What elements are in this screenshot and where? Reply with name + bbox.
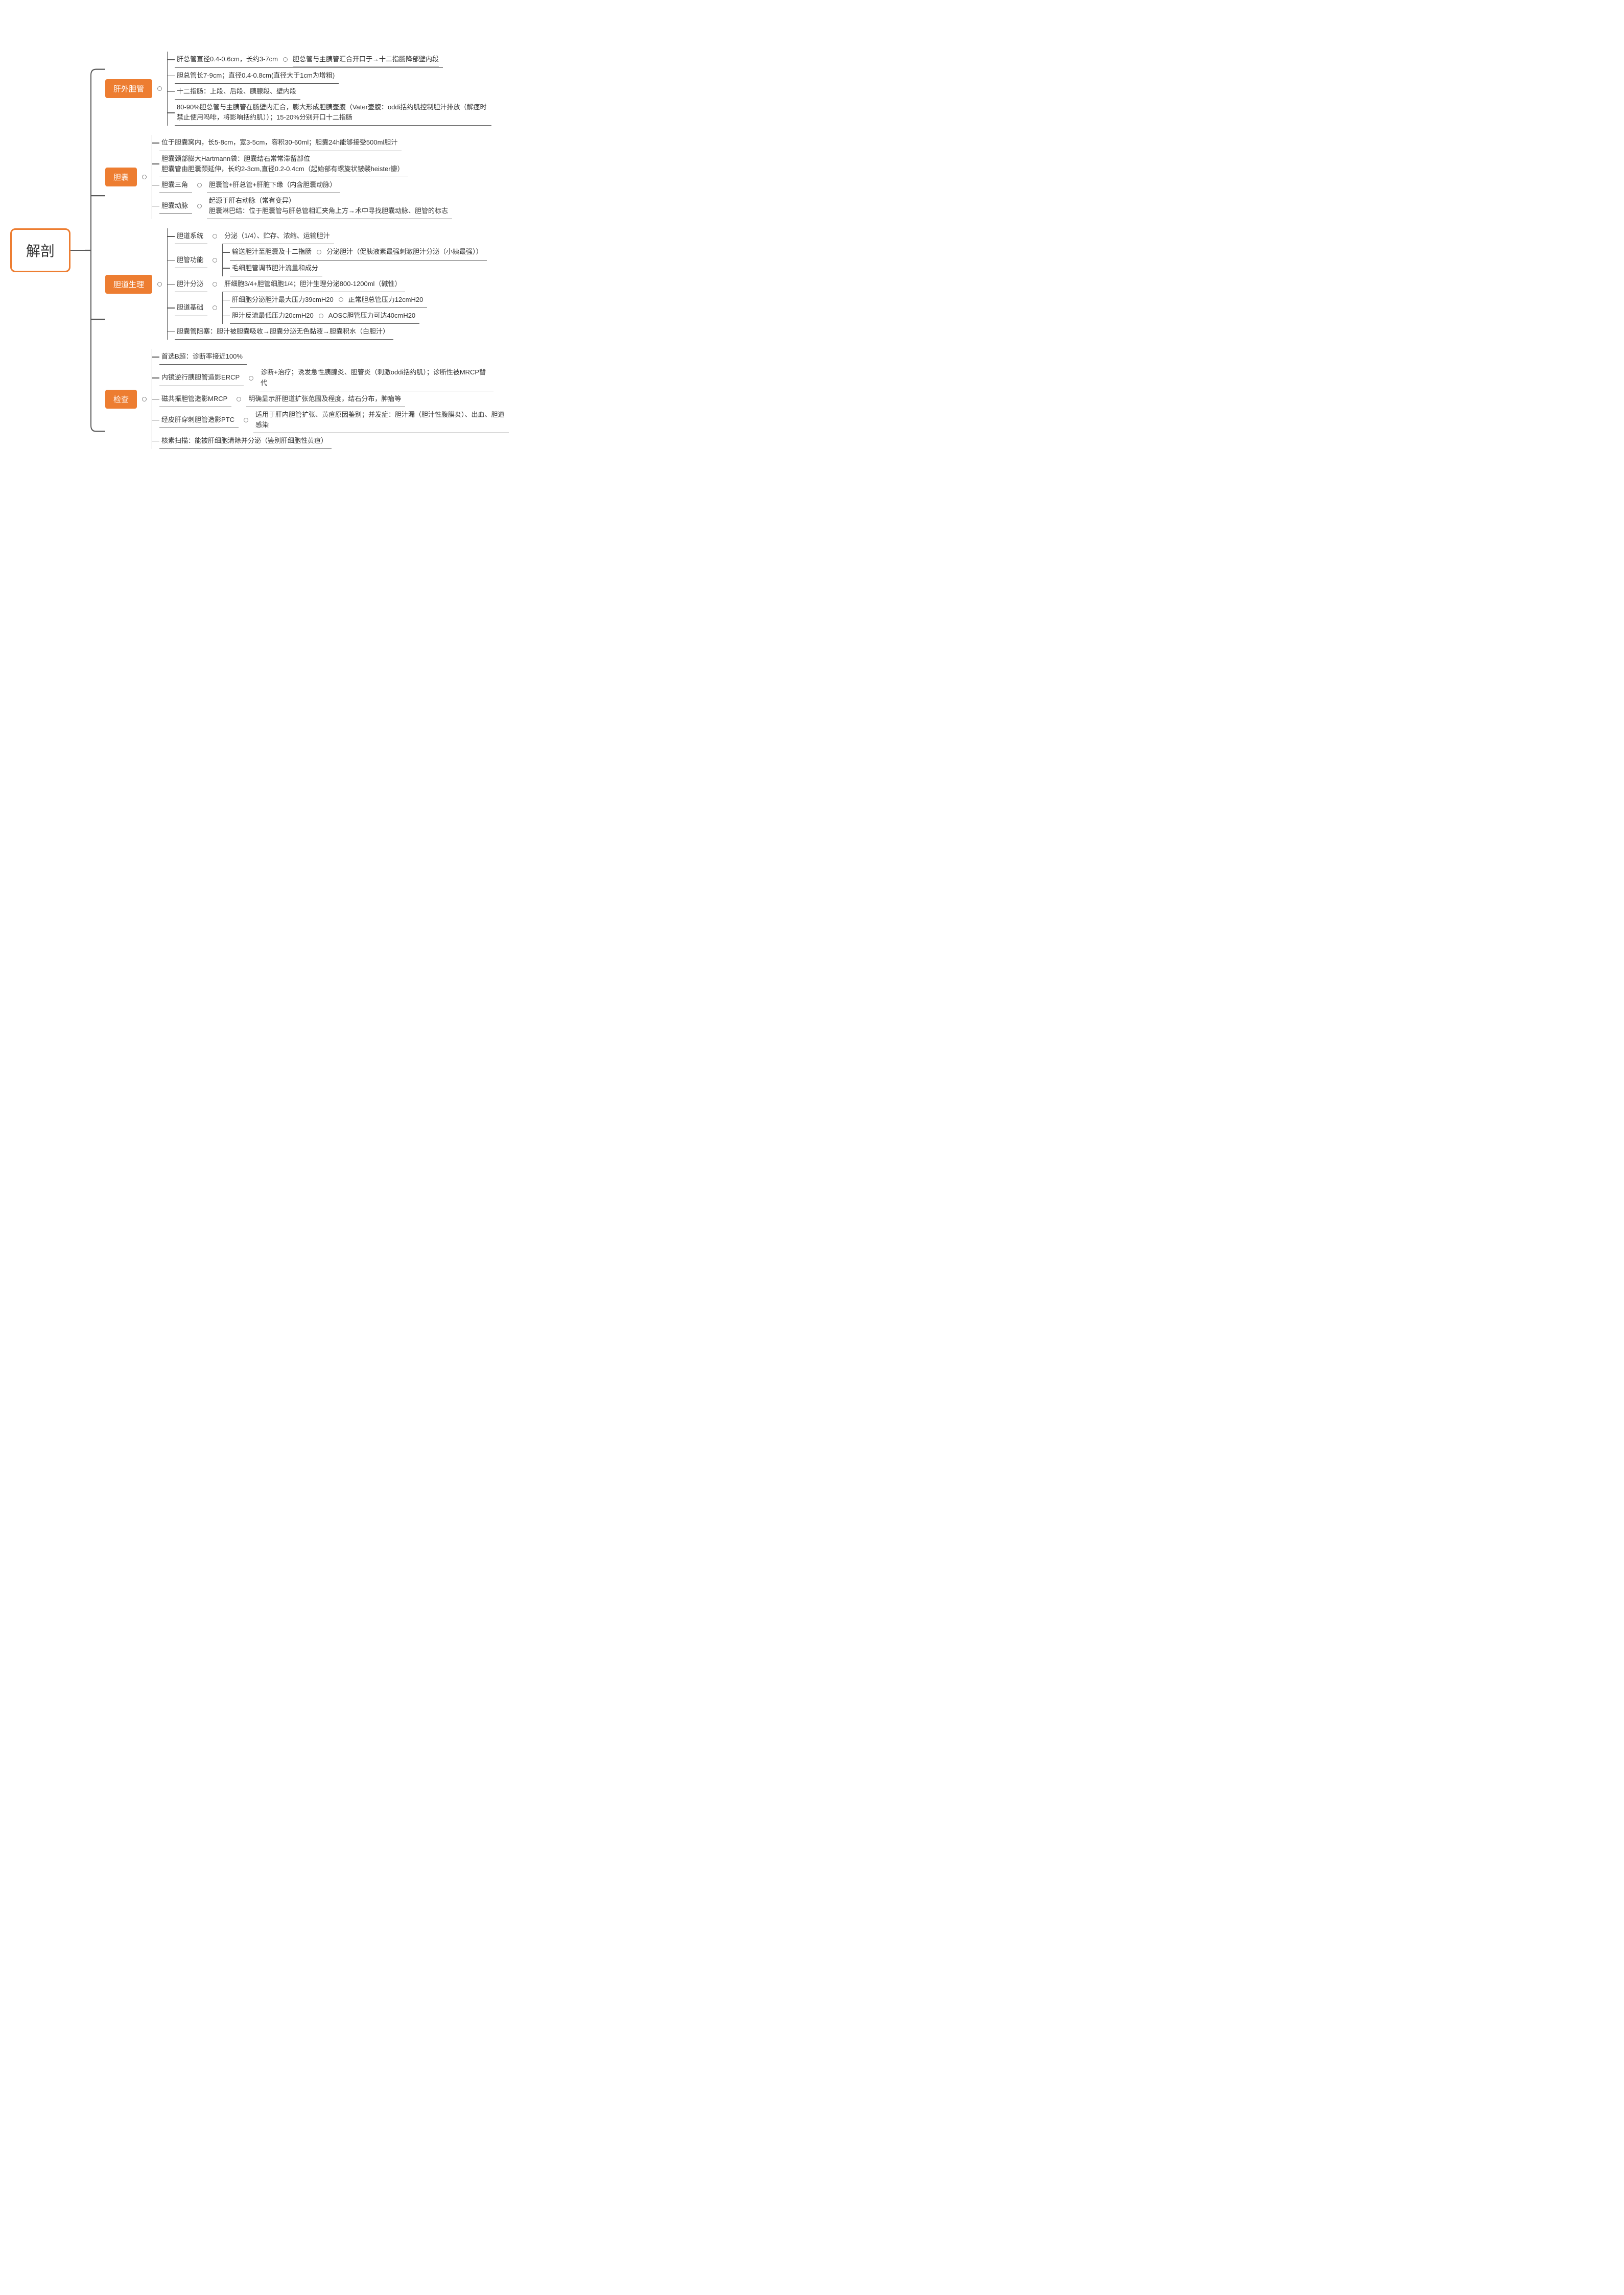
leaf-cystic-duct-block: 胆囊管阻塞：胆汁被胆囊吸收→胆囊分泌无色黏液→胆囊积水（白胆汁） — [175, 324, 393, 340]
leaf-hepatic-duct: 肝总管直径0.4-0.6cm，长约3-7cm 胆总管与主胰管汇合开口于→十二指肠… — [175, 52, 443, 68]
leaf-bile-system-fn: 分泌（1/4）、贮存、浓缩、运输胆汁 — [222, 228, 334, 244]
leaf-calot-content: 胆囊管+肝总管+肝脏下缘（内含胆囊动脉） — [207, 177, 340, 193]
leaf-hartmann: 胆囊颈部膨大Hartmann袋：胆囊结石常常滞留部位 胆囊管由胆囊颈延伸，长约2… — [159, 151, 408, 177]
bullet-icon — [197, 204, 202, 208]
branches-container: 肝外胆管 肝总管直径0.4-0.6cm，长约3-7cm 胆总管与主胰管汇合开口于… — [105, 52, 509, 449]
bullet-icon — [142, 397, 147, 401]
leaf-cystic-artery-detail: 起源于肝右动脉（常有变异） 胆囊淋巴结：位于胆囊管与肝总管相汇夹角上方→术中寻找… — [207, 193, 452, 219]
bullet-icon — [213, 234, 217, 239]
leaf-duodenum: 十二指肠：上段、后段、胰腺段、壁内段 — [175, 84, 300, 100]
bullet-icon — [244, 418, 248, 422]
leaf-vater: 80-90%胆总管与主胰管在肠壁内汇合，膨大形成胆胰壶腹（Vater壶腹：odd… — [175, 100, 491, 126]
leaf-ultrasound: 首选B超：诊断率接近100% — [159, 349, 247, 365]
leaf-mrcp-detail: 明确显示肝胆道扩张范围及程度，结石分布，肿瘤等 — [246, 391, 405, 407]
bullet-icon — [157, 282, 162, 287]
leaf-duct-function: 胆管功能 — [175, 252, 207, 268]
leaf-bile-secretion-detail: 肝细胞3/4+胆管细胞1/4；胆汁生理分泌800-1200ml（碱性） — [222, 276, 405, 292]
leaf-ercp: 内镜逆行胰胆管造影ERCP — [159, 370, 244, 386]
node-extrahepatic[interactable]: 肝外胆管 — [105, 79, 152, 98]
leaf-transport-bile: 输送胆汁至胆囊及十二指肠 分泌胆汁（促胰液素最强刺激胆汁分泌（小姨最强）） — [230, 244, 487, 260]
leaf-gb-size: 位于胆囊窝内，长5-8cm，宽3-5cm，容积30-60ml；胆囊24h能够接受… — [159, 135, 402, 151]
leaf-mrcp: 磁共振胆管造影MRCP — [159, 391, 231, 407]
root-node[interactable]: 解剖 — [10, 228, 70, 272]
bullet-icon — [213, 305, 217, 310]
bullet-icon — [213, 282, 217, 287]
leaf-ptc: 经皮肝穿刺胆管造影PTC — [159, 412, 239, 428]
bullet-icon — [317, 250, 321, 254]
leaf-max-pressure: 肝细胞分泌胆汁最大压力39cmH20 正常胆总管压力12cmH20 — [230, 292, 427, 308]
leaf-cbd-length: 胆总管长7-9cm；直径0.4-0.8cm(直径大于1cm为增粗) — [175, 68, 339, 84]
leaf-bile-system: 胆道系统 — [175, 228, 207, 244]
leaf-ercp-detail: 诊断+治疗；诱发急性胰腺炎、胆管炎（刺激oddi括约肌）；诊断性被MRCP替代 — [258, 365, 493, 391]
mindmap-root-container: 解剖 肝外胆管 肝总管直径0.4-0.6cm，长约3-7cm 胆总管与主胰管汇合… — [10, 20, 1614, 480]
bullet-icon — [213, 258, 217, 263]
bullet-icon — [142, 175, 147, 179]
leaf-calot-triangle: 胆囊三角 — [159, 177, 192, 193]
bullet-icon — [283, 57, 288, 62]
leaf-cystic-artery: 胆囊动脉 — [159, 198, 192, 214]
bullet-icon — [157, 86, 162, 91]
bullet-icon — [197, 183, 202, 187]
branch-exam: 检查 首选B超：诊断率接近100% 内镜逆行胰胆管造影ERCP 诊断+治疗；诱发… — [105, 349, 509, 449]
leaf-nuclide: 核素扫描：能被肝细胞清除并分泌（鉴别肝细胞性黄疸） — [159, 433, 332, 449]
bullet-icon — [339, 297, 343, 302]
leaf-reflux-pressure: 胆汁反流最低压力20cmH20 AOSC胆管压力可达40cmH20 — [230, 308, 419, 324]
leaf-ptc-detail: 适用于肝内胆管扩张、黄疸原因鉴别；并发症：胆汁漏（胆汁性腹膜炎）、出血、胆道感染 — [253, 407, 509, 433]
branch-extrahepatic: 肝外胆管 肝总管直径0.4-0.6cm，长约3-7cm 胆总管与主胰管汇合开口于… — [105, 52, 509, 126]
node-exam[interactable]: 检查 — [105, 390, 137, 409]
root-connector — [70, 250, 85, 251]
leaf-capillary: 毛细胆管调节胆汁流量和成分 — [230, 261, 322, 276]
branch-physiology: 胆道生理 胆道系统 分泌（1/4）、贮存、浓缩、运输胆汁 胆管功能 — [105, 228, 509, 340]
node-gallbladder[interactable]: 胆囊 — [105, 168, 137, 186]
branch-gallbladder: 胆囊 位于胆囊窝内，长5-8cm，宽3-5cm，容积30-60ml；胆囊24h能… — [105, 135, 509, 219]
bullet-icon — [249, 376, 253, 381]
leaf-bile-secretion: 胆汁分泌 — [175, 276, 207, 292]
leaf-bile-pressure: 胆道基础 — [175, 300, 207, 316]
node-physiology[interactable]: 胆道生理 — [105, 275, 152, 294]
bullet-icon — [237, 397, 241, 401]
main-bracket-svg — [85, 20, 105, 480]
bullet-icon — [319, 314, 323, 318]
